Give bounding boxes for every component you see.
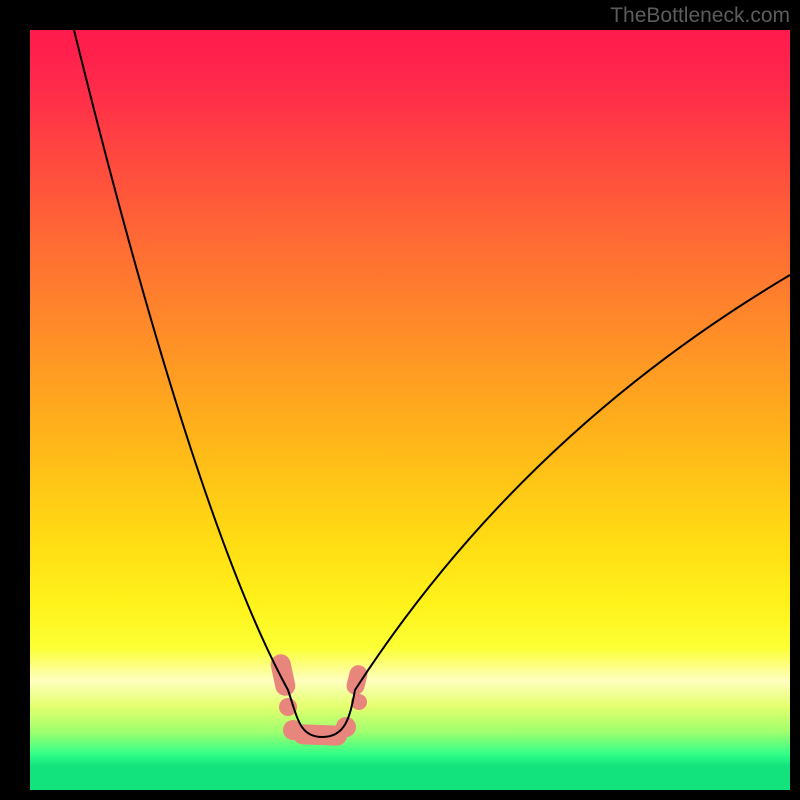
plot-background: [30, 30, 790, 765]
bottleneck-chart: [0, 0, 800, 800]
watermark-text: TheBottleneck.com: [610, 4, 790, 28]
bottom-green-band: [30, 765, 790, 790]
